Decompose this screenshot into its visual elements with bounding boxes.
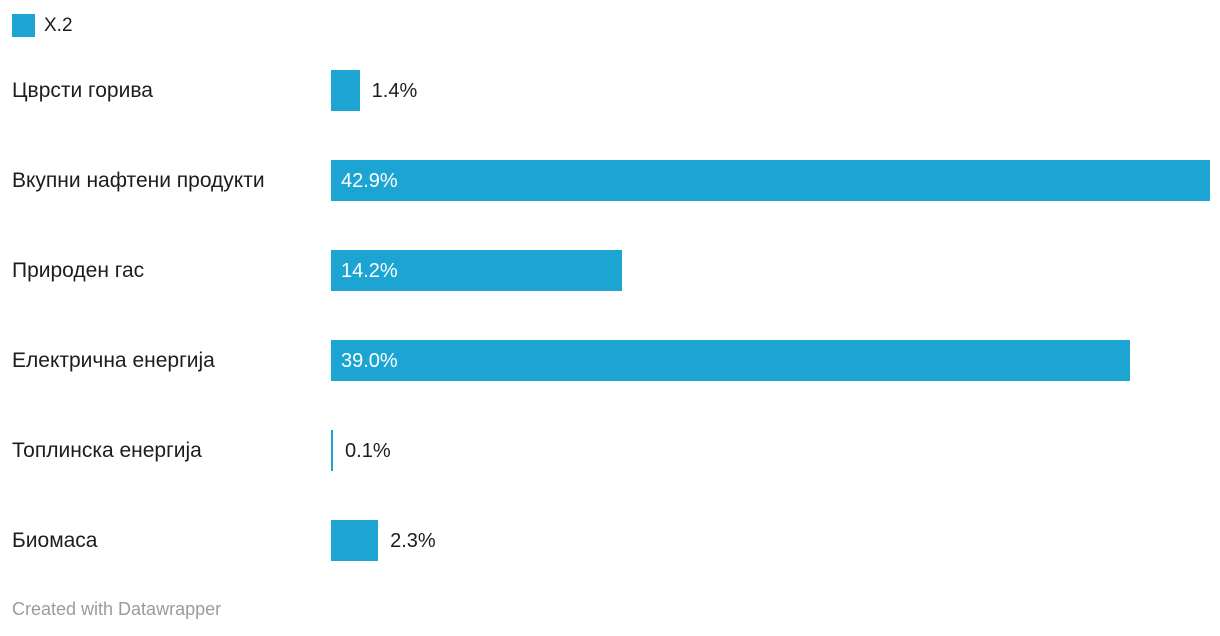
value-label: 39.0% (341, 349, 398, 372)
legend-label: X.2 (44, 15, 73, 36)
bar-row: Цврсти горива 1.4% (12, 70, 1210, 111)
value-label: 1.4% (371, 79, 418, 102)
legend: X.2 (12, 14, 1210, 37)
bar-track: 42.9% (331, 160, 1210, 201)
bar[interactable] (331, 430, 334, 471)
bar-track: 14.2% (331, 250, 1210, 291)
bar-row: Природен гас 14.2% (12, 250, 1210, 291)
category-label: Топлинска енергија (12, 438, 202, 462)
bar-chart: Цврсти горива 1.4% Вкупни нафтени продукти… (12, 70, 1210, 561)
bar[interactable] (331, 70, 360, 111)
attribution-text: Created with Datawrapper (12, 599, 222, 619)
bar[interactable] (331, 520, 379, 561)
category-label: Електрична енергија (12, 348, 215, 372)
bar-row: Вкупни нафтени продукти 42.9% (12, 160, 1210, 201)
bar[interactable]: 42.9% (331, 160, 1210, 201)
bar-row: Топлинска енергија 0.1% (12, 430, 1210, 471)
legend-swatch (12, 14, 35, 37)
value-label: 42.9% (341, 169, 398, 192)
bar[interactable]: 39.0% (331, 340, 1131, 381)
value-label: 0.1% (345, 439, 391, 462)
category-label: Биомаса (12, 528, 98, 552)
bar-track: 0.1% (331, 430, 1210, 471)
bar-row: Биомаса 2.3% (12, 520, 1210, 561)
category-label: Цврсти горива (12, 78, 153, 102)
category-label: Вкупни нафтени продукти (12, 168, 265, 192)
bar[interactable]: 14.2% (331, 250, 622, 291)
bar-row: Електрична енергија 39.0% (12, 340, 1210, 381)
bar-track: 2.3% (331, 520, 1210, 561)
category-label: Природен гас (12, 258, 145, 282)
value-label: 2.3% (390, 529, 436, 552)
bar-track: 39.0% (331, 340, 1210, 381)
value-label: 14.2% (341, 259, 398, 282)
bar-track: 1.4% (331, 70, 1210, 111)
